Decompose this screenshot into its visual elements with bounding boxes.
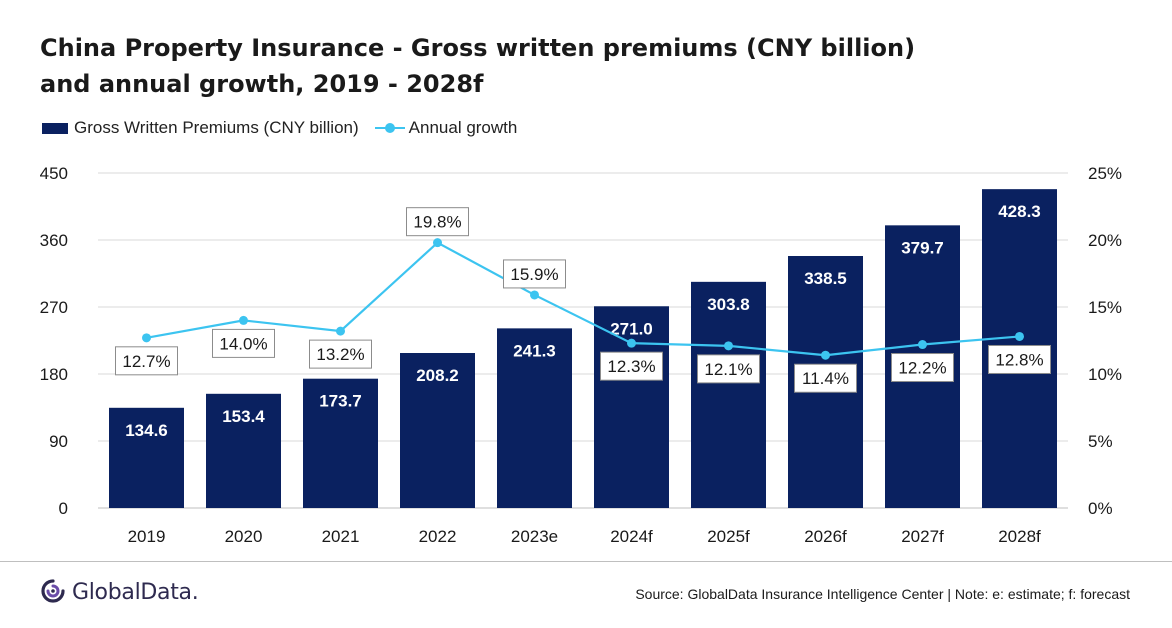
growth-point bbox=[821, 350, 830, 360]
chart-title-line-1: China Property Insurance - Gross written… bbox=[40, 34, 916, 62]
legend-item-growth: Annual growth bbox=[374, 118, 518, 138]
axis-layer: 0 90 180 270 360 450 0% 5% 10% 15% 20% 25% 2019 2020 2… bbox=[40, 164, 1122, 546]
growth-value-label: 12.2% bbox=[898, 359, 946, 378]
chart-title: China Property Insurance - Gross written… bbox=[40, 30, 1140, 102]
x-tick-label: 2028f bbox=[998, 527, 1041, 546]
growth-point bbox=[433, 238, 442, 248]
footer-divider bbox=[0, 561, 1172, 562]
globaldata-logo-icon bbox=[41, 579, 65, 603]
legend: Gross Written Premiums (CNY billion) Ann… bbox=[42, 116, 533, 140]
growth-label-box bbox=[600, 351, 663, 381]
growth-label-box bbox=[988, 344, 1051, 374]
chart-plot: 134.6 153.4 173.7 208.2 241.3 271.0 303.8 338.5… bbox=[40, 164, 1122, 546]
x-tick-label: 2023e bbox=[511, 527, 558, 546]
bar-value-label: 428.3 bbox=[998, 202, 1041, 221]
growth-point bbox=[724, 341, 733, 351]
growth-point bbox=[1015, 331, 1024, 341]
growth-label-box bbox=[891, 353, 954, 383]
x-tick-label: 2027f bbox=[901, 527, 944, 546]
x-tick-label: 2021 bbox=[322, 527, 360, 546]
growth-label-box bbox=[212, 328, 275, 358]
growth-label-box bbox=[406, 207, 469, 237]
bar-value-label: 208.2 bbox=[416, 366, 459, 385]
growth-value-label: 14.0% bbox=[219, 334, 267, 353]
growth-label-box bbox=[697, 354, 760, 384]
y-right-tick-label: 15% bbox=[1088, 298, 1122, 317]
bar bbox=[206, 393, 281, 508]
legend-item-premiums: Gross Written Premiums (CNY billion) bbox=[42, 118, 359, 138]
chart-title-line-2: and annual growth, 2019 - 2028f bbox=[40, 70, 484, 98]
legend-label-premiums: Gross Written Premiums (CNY billion) bbox=[74, 118, 359, 137]
bar-value-label: 379.7 bbox=[901, 238, 944, 257]
y-right-tick-label: 20% bbox=[1088, 231, 1122, 250]
x-tick-label: 2024f bbox=[610, 527, 653, 546]
x-tick-label: 2026f bbox=[804, 527, 847, 546]
bar-value-label: 134.6 bbox=[125, 421, 168, 440]
y-left-tick-label: 90 bbox=[49, 432, 68, 451]
growth-label-box bbox=[309, 339, 372, 369]
x-tick-label: 2020 bbox=[225, 527, 263, 546]
growth-point bbox=[336, 326, 345, 336]
x-tick-label: 2022 bbox=[419, 527, 457, 546]
y-right-tick-label: 25% bbox=[1088, 164, 1122, 183]
x-tick-label: 2025f bbox=[707, 527, 750, 546]
growth-value-label: 19.8% bbox=[413, 213, 461, 232]
bar-value-label: 303.8 bbox=[707, 295, 750, 314]
y-right-tick-label: 5% bbox=[1088, 432, 1113, 451]
growth-value-label: 12.7% bbox=[122, 352, 170, 371]
growth-value-label: 12.1% bbox=[704, 360, 752, 379]
y-left-tick-label: 450 bbox=[40, 164, 68, 183]
growth-point bbox=[142, 333, 151, 343]
y-left-tick-label: 270 bbox=[40, 298, 68, 317]
y-right-tick-label: 10% bbox=[1088, 365, 1122, 384]
y-left-tick-label: 360 bbox=[40, 231, 68, 250]
globaldata-logo: GlobalData. bbox=[40, 578, 199, 606]
bar bbox=[497, 328, 572, 508]
x-tick-label: 2019 bbox=[128, 527, 166, 546]
bar bbox=[303, 378, 378, 508]
growth-value-label: 12.3% bbox=[607, 357, 655, 376]
growth-point bbox=[918, 340, 927, 350]
bar-value-label: 153.4 bbox=[222, 407, 265, 426]
growth-label-box bbox=[794, 363, 857, 393]
growth-label-box bbox=[115, 346, 178, 376]
growth-point bbox=[530, 290, 539, 300]
logo-text: GlobalData. bbox=[72, 579, 199, 605]
bar-value-label: 241.3 bbox=[513, 341, 556, 360]
bar-value-label: 271.0 bbox=[610, 319, 653, 338]
growth-value-label: 12.8% bbox=[995, 350, 1043, 369]
growth-value-label: 15.9% bbox=[510, 265, 558, 284]
bar-value-label: 338.5 bbox=[804, 269, 847, 288]
y-left-tick-label: 180 bbox=[40, 365, 68, 384]
bar-value-label: 173.7 bbox=[319, 392, 362, 411]
growth-label-box bbox=[503, 259, 566, 289]
bar bbox=[109, 407, 184, 508]
growth-value-label: 13.2% bbox=[316, 345, 364, 364]
growth-line bbox=[146, 241, 1020, 357]
y-left-tick-label: 0 bbox=[59, 499, 68, 518]
legend-swatch-bar-icon bbox=[42, 122, 68, 134]
growth-point bbox=[627, 338, 636, 348]
line-layer: 12.7% 14.0% 13.2% 19.8% 15.9% 12.3% 12.1% 11.4%… bbox=[115, 207, 1051, 393]
bar bbox=[400, 353, 475, 508]
bar bbox=[691, 281, 766, 508]
growth-point bbox=[239, 315, 248, 325]
growth-value-label: 11.4% bbox=[802, 369, 849, 388]
source-note: Source: GlobalData Insurance Intelligenc… bbox=[635, 586, 1130, 602]
legend-swatch-line-icon bbox=[374, 122, 405, 134]
y-right-tick-label: 0% bbox=[1088, 499, 1113, 518]
legend-label-growth: Annual growth bbox=[408, 118, 518, 137]
